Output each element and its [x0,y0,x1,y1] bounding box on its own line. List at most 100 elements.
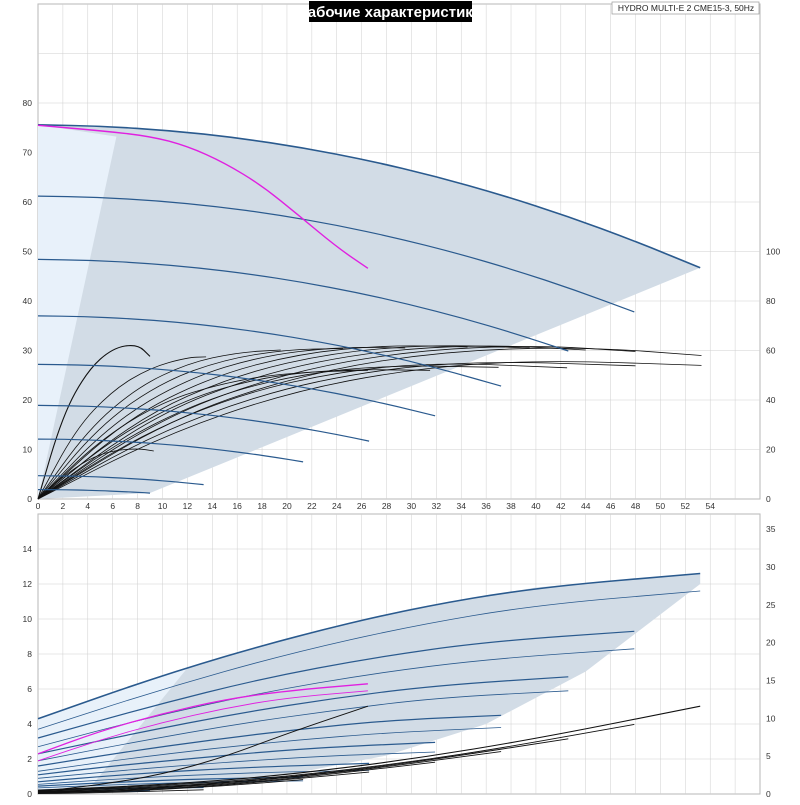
x-tick-label: 6 [110,501,115,511]
x-tick-label: 46 [606,501,616,511]
eta-tick-label: 60 [766,346,776,356]
p-tick-label: 4 [27,719,32,729]
efficiency-curve [37,356,207,500]
efficiency-curve [37,363,568,500]
p-tick-label: 12 [23,579,33,589]
head-curve-90pct [37,195,635,313]
head-curve-25pct [37,475,204,486]
head-curve-70pct [37,315,502,387]
power-panel: 0 2 4 6 8 10 12 14 0 5 10 15 20 25 30 35 [23,513,776,799]
head-curve-60pct [37,363,436,417]
npsh-tick-label: 5 [766,751,771,761]
p-tick-label: 0 [27,789,32,799]
x-tick-label: 42 [556,501,566,511]
p2-curve [37,690,569,762]
npsh-tick-label: 30 [766,562,776,572]
model-box [611,1,760,15]
x-tick-label: 4 [85,501,90,511]
p2-curve [37,648,635,748]
efficiency-curve [37,345,151,500]
x-tick-label: 36 [481,501,491,511]
y-tick-label: 0 [27,494,32,504]
npsh-tick-label: 10 [766,713,776,723]
head-curve-80pct [37,258,569,352]
x-tick-label: 48 [631,501,641,511]
efficiency-curve [37,346,636,500]
npsh-tick-label: 20 [766,638,776,648]
efficiency-curve [37,369,431,500]
npsh-curve [37,789,204,795]
efficiency-curve [37,369,368,500]
x-tick-label: 34 [457,501,467,511]
head-curve-50pct [37,404,370,442]
power-envelope [38,573,701,794]
efficiency-curve [37,361,702,500]
x-tick-label: 8 [135,501,140,511]
p1-curve [37,630,635,739]
p-tick-label: 2 [27,754,32,764]
x-tick-label: 30 [407,501,417,511]
x-tick-label: 12 [183,501,193,511]
y-tick-label: 10 [23,445,33,455]
efficiency-curve [37,365,499,500]
y-tick-label: 60 [23,197,33,207]
x-tick-label: 2 [61,501,66,511]
y-tick-label: 50 [23,247,33,257]
x-tick-label: 14 [208,501,218,511]
chart-header: Рабочие характеристики HYDRO MULTI-E 2 C… [298,1,760,22]
p1-curve [37,741,436,776]
power-low-flow-region [38,668,188,794]
x-tick-label: 44 [581,501,591,511]
x-tick-label: 10 [158,501,168,511]
npsh-curve [37,738,569,793]
p2-curve [37,780,304,789]
x-tick-label: 26 [357,501,367,511]
efficiency-curve [37,349,281,500]
y-tick-label: 30 [23,346,33,356]
npsh-curve [37,779,304,794]
efficiency-curve [37,348,344,500]
model-label: HYDRO MULTI-E 2 CME15-3, 50Hz [618,3,754,13]
head-panel: 0 2 4 6 8 10 12 14 16 18 20 22 24 26 28 30 32 34 36 38 40 42 4… [23,3,780,511]
title-box [309,1,472,22]
p1-curve [37,714,502,767]
x-tick-label: 40 [531,501,541,511]
duty-npsh-curve [37,705,369,793]
x-tick-label: 52 [681,501,691,511]
p-tick-label: 14 [23,544,33,554]
head-curve-40pct [37,438,304,463]
eta-tick-label: 40 [766,395,776,405]
p-tick-label: 6 [27,684,32,694]
eta-tick-label: 80 [766,296,776,306]
y-tick-label: 20 [23,395,33,405]
head-curve-16pct [38,489,151,494]
x-tick-label: 0 [36,501,41,511]
p2-curve [37,590,701,730]
p-tick-label: 8 [27,649,32,659]
y-tick-label: 80 [23,98,33,108]
head-curve-100pct [37,124,701,269]
x-tick-label: 22 [307,501,317,511]
y-tick-label: 40 [23,296,33,306]
x-tick-label: 28 [382,501,392,511]
y-tick-label: 70 [23,148,33,158]
x-tick-label: 20 [282,501,292,511]
x-tick-label: 16 [232,501,242,511]
duty-p2-curve [37,690,368,762]
x-tick-label: 50 [656,501,666,511]
p2-curve [37,727,502,772]
npsh-curve [37,761,436,793]
p2-curve [37,770,370,785]
eta-tick-label: 20 [766,445,776,455]
efficiency-curve [37,345,586,500]
npsh-curve [37,705,701,791]
x-tick-label: 38 [506,501,516,511]
npsh-curve [37,723,635,792]
operating-envelope [38,124,701,499]
npsh-tick-label: 0 [766,789,771,799]
x-tick-label: 54 [705,501,715,511]
duty-curve [37,124,369,269]
eta-tick-label: 100 [766,247,780,257]
